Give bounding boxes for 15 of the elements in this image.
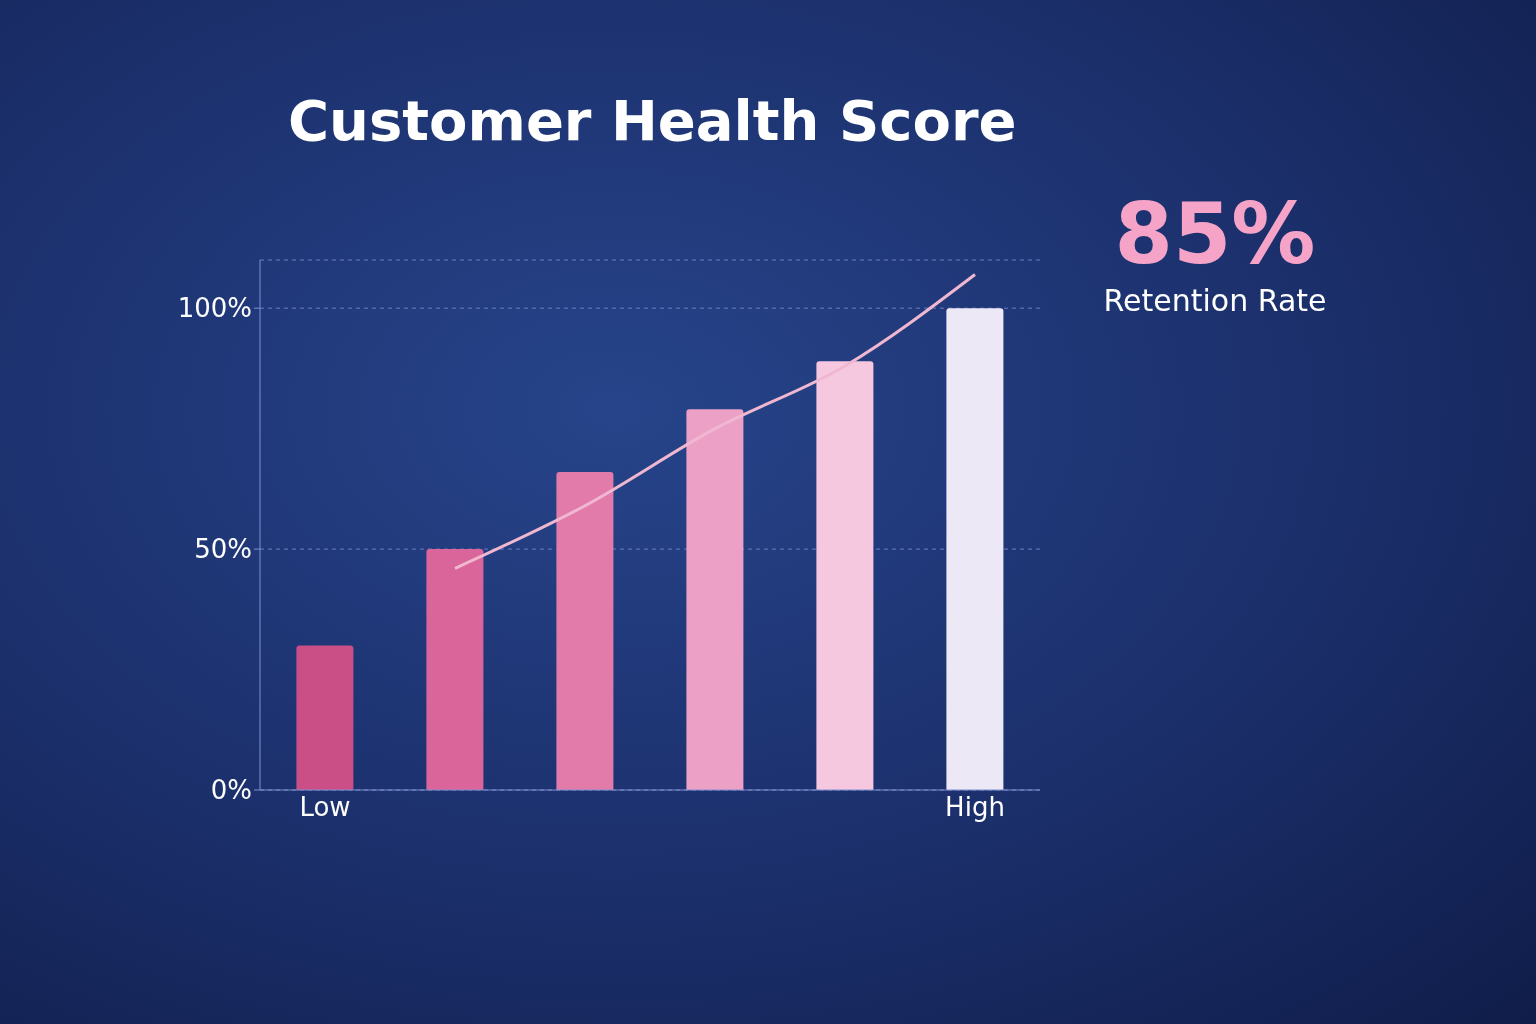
y-tick-label: 50%	[194, 534, 252, 565]
bar	[556, 472, 614, 790]
text: 85%	[1113, 185, 1317, 283]
x-tick-label: High	[945, 792, 1005, 823]
bar	[296, 645, 354, 790]
line-series	[453, 272, 977, 570]
bar	[816, 361, 874, 790]
bar	[426, 549, 484, 790]
y-tick-label: 0%	[210, 775, 252, 806]
x-tick-label: Low	[299, 792, 351, 823]
bar	[946, 308, 1004, 790]
y-tick-label: 100%	[177, 293, 252, 324]
bar	[686, 409, 744, 790]
text: Retention Rate	[1102, 283, 1328, 318]
chart-title: Customer Health Score	[288, 88, 1017, 153]
